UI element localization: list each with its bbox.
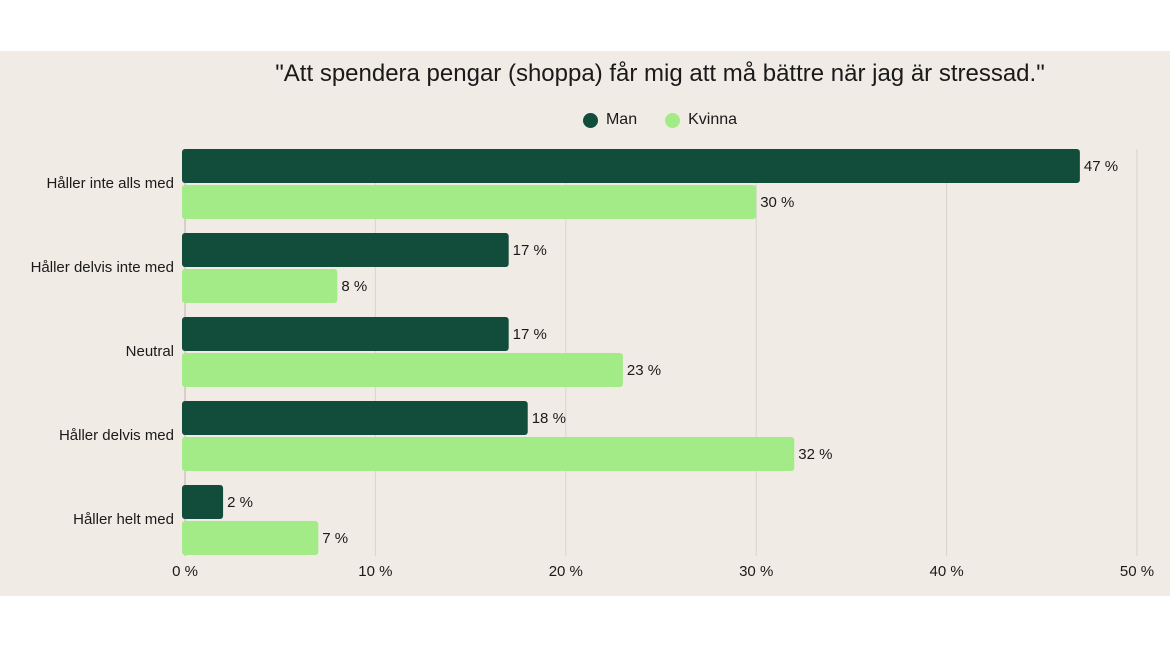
x-tick-label: 30 % bbox=[739, 563, 773, 580]
data-label: 8 % bbox=[341, 278, 367, 295]
bar-kvinna bbox=[182, 269, 338, 303]
x-tick-label: 0 % bbox=[172, 563, 198, 580]
category-label: Håller delvis inte med bbox=[31, 259, 174, 276]
data-label: 17 % bbox=[513, 242, 547, 259]
bar-man bbox=[182, 317, 509, 351]
x-tick-label: 50 % bbox=[1120, 563, 1154, 580]
data-label: 7 % bbox=[322, 530, 348, 547]
data-label: 30 % bbox=[760, 194, 794, 211]
data-label: 17 % bbox=[513, 326, 547, 343]
legend-swatch-man bbox=[582, 112, 598, 128]
data-label: 2 % bbox=[227, 494, 253, 511]
legend-entry-man: Man bbox=[582, 111, 638, 129]
bar-man bbox=[182, 401, 528, 435]
category-label: Håller helt med bbox=[73, 511, 174, 528]
legend-label-man: Man bbox=[605, 111, 638, 128]
data-label: 23 % bbox=[627, 362, 661, 379]
bar-kvinna bbox=[182, 437, 795, 471]
legend-entry-kvinna: Kvinna bbox=[665, 111, 737, 129]
category-label: Håller inte alls med bbox=[46, 175, 174, 192]
category-label: Håller delvis med bbox=[59, 427, 174, 444]
bar-man bbox=[182, 485, 224, 519]
data-label: 47 % bbox=[1084, 158, 1118, 175]
legend-label-kvinna: Kvinna bbox=[688, 111, 738, 128]
x-tick-label: 40 % bbox=[929, 563, 963, 580]
x-tick-label: 20 % bbox=[549, 563, 583, 580]
bar-kvinna bbox=[182, 521, 319, 555]
data-label: 32 % bbox=[798, 446, 832, 463]
bar-man bbox=[182, 149, 1080, 183]
bar-man bbox=[182, 233, 509, 267]
x-tick-label: 10 % bbox=[358, 563, 392, 580]
bar-kvinna bbox=[182, 185, 757, 219]
legend: Man Kvinna bbox=[0, 111, 1170, 129]
legend-swatch-kvinna bbox=[665, 112, 681, 128]
data-label: 18 % bbox=[532, 410, 566, 427]
category-label: Neutral bbox=[126, 343, 174, 360]
chart-title: "Att spendera pengar (shoppa) får mig at… bbox=[275, 60, 1045, 87]
bar-kvinna bbox=[182, 353, 623, 387]
